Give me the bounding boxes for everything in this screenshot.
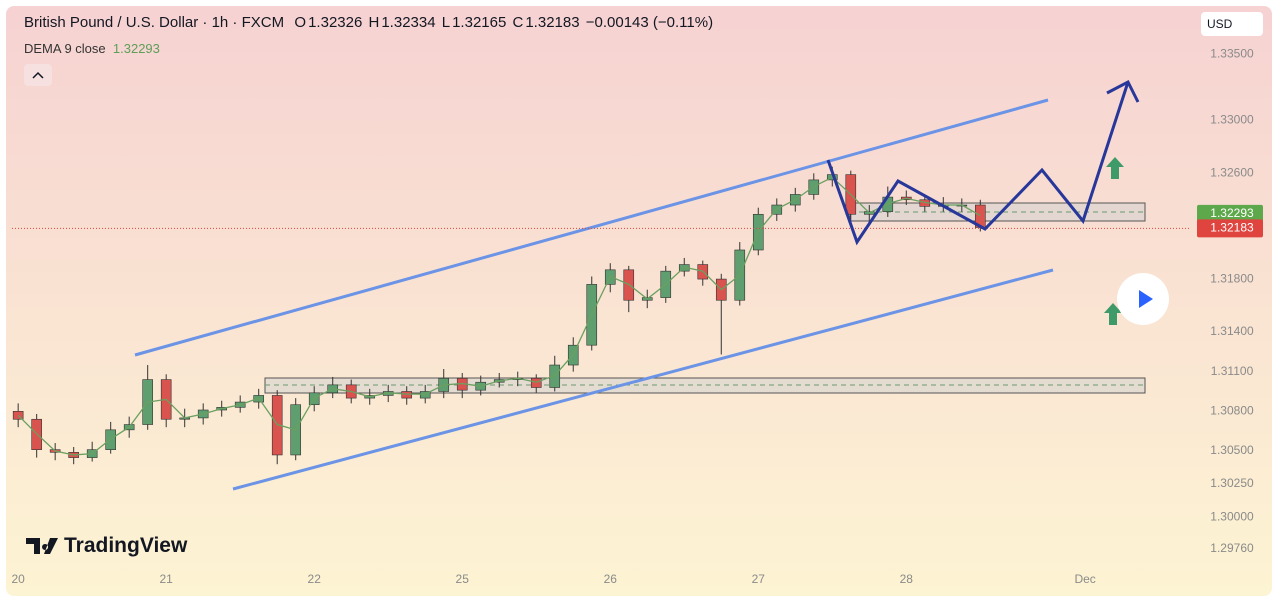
label: H — [368, 14, 380, 31]
y-tick-label: 1.33500 — [1210, 46, 1254, 60]
candle-body — [419, 391, 431, 399]
y-tick-label: 1.30250 — [1210, 476, 1254, 490]
label: L — [441, 14, 451, 31]
candle-body — [401, 391, 413, 399]
x-tick-label: 27 — [752, 572, 766, 586]
value: 1.32183 — [525, 14, 580, 31]
up-arrow — [1104, 303, 1122, 325]
indicator-name: DEMA 9 close — [24, 41, 106, 56]
dema-tag — [1197, 204, 1263, 223]
change: −0.00143 (−0.11%) — [585, 14, 714, 31]
channel-lower — [232, 268, 1054, 491]
collapse-button[interactable] — [24, 64, 52, 86]
value: 1.32334 — [381, 14, 436, 31]
y-tick-label: 1.33000 — [1210, 113, 1254, 127]
x-tick-label: 26 — [604, 572, 618, 586]
projection — [826, 81, 1130, 246]
y-tick-label: 1.31100 — [1211, 364, 1254, 378]
dema-tag-label: 1.32293 — [1210, 206, 1254, 220]
x-tick-label: 28 — [900, 572, 914, 586]
x-tick-label: 20 — [11, 572, 25, 586]
y-tick-label: 1.29760 — [1210, 541, 1254, 555]
collapse-icon — [32, 71, 44, 79]
y-tick-label: 1.32600 — [1210, 165, 1254, 179]
y-tick-label: 1.31800 — [1210, 271, 1254, 285]
y-tick-label: 1.30500 — [1210, 443, 1254, 457]
label: O — [294, 14, 307, 31]
indicator-value: 1.32293 — [112, 41, 160, 56]
price-tag-label: 1.32183 — [1210, 221, 1254, 235]
x-tick-label: Dec — [1074, 572, 1095, 586]
value: 1.32165 — [452, 14, 507, 31]
indicator: DEMA 9 close 1.32293 — [24, 41, 160, 56]
x-tick-label: 22 — [308, 572, 322, 586]
up-arrow — [1106, 157, 1124, 179]
value: 1.32326 — [308, 14, 363, 31]
brand: TradingView — [64, 534, 188, 557]
label: C — [512, 14, 524, 31]
y-tick-label: 1.31400 — [1210, 324, 1254, 338]
play-icon — [1139, 290, 1153, 308]
background — [6, 6, 1272, 596]
projection-head — [1106, 79, 1140, 103]
y-tick-label: 1.30800 — [1210, 403, 1254, 417]
dema-line — [17, 176, 981, 456]
channel-upper — [134, 98, 1049, 357]
brand-logo — [26, 538, 58, 554]
x-tick-label: 25 — [456, 572, 470, 586]
symbol: British Pound / U.S. Dollar · 1h · FXCM — [24, 14, 285, 31]
y-tick-label: 1.30000 — [1210, 509, 1254, 523]
header: British Pound / U.S. Dollar · 1h · FXCM … — [24, 14, 715, 31]
x-tick-label: 21 — [160, 572, 174, 586]
price-tag — [1197, 219, 1263, 238]
currency-button[interactable]: USD — [1201, 12, 1263, 36]
